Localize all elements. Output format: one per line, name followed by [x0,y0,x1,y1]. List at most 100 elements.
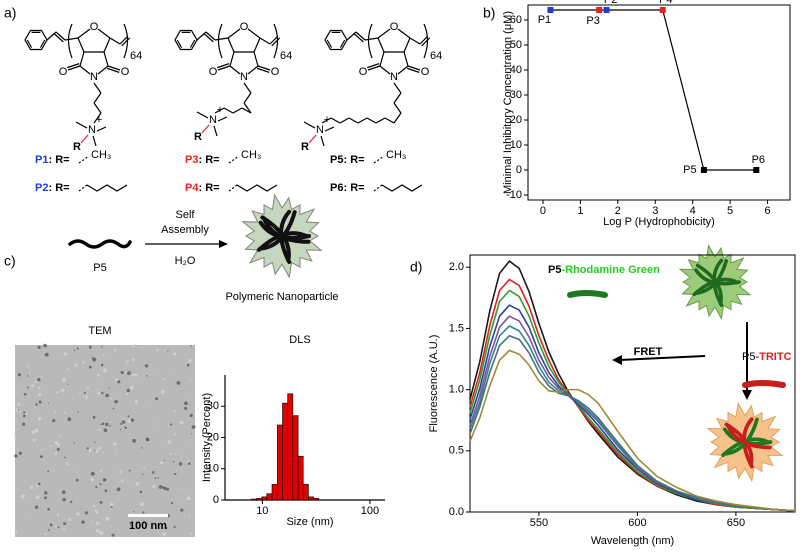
y-tick-label: 0.0 [449,506,464,518]
tem-speck [43,343,47,348]
tem-speck [90,477,94,482]
bracket [273,23,279,59]
bond [257,65,271,71]
butyl-group [86,184,128,192]
tem-title: TEM [88,325,111,337]
x-tick-label: 10 [256,505,268,517]
bond [324,126,335,132]
bond [393,82,402,94]
tem-speck [160,389,165,394]
histogram-bar [256,498,263,501]
tem-speck [16,391,19,393]
tem-speck [56,391,59,394]
arrow-head [612,355,622,365]
bond [373,155,385,164]
y-tick-label: 60 [510,14,522,26]
tem-speck [42,459,44,461]
tem-speck [35,380,38,383]
tem-speck [17,373,21,377]
tem-speck [125,371,128,373]
tem-speck [128,469,131,472]
tem-speck [54,525,58,528]
tem-speck [166,487,170,491]
degree-of-polymerization: 64 [430,50,442,62]
bond [346,31,357,41]
tem-speck [94,449,96,452]
tem-speck [124,426,127,429]
point-label: P2 [604,0,617,6]
donor-strand [567,290,608,298]
polymer-name: P6 [330,182,343,194]
tem-speck [60,388,65,392]
tem-speck [132,358,135,362]
bond [176,39,183,48]
tem-speck [108,387,110,389]
tem-speck [33,439,36,442]
tem-speck [67,417,72,422]
bond [93,112,102,124]
tem-speck [76,465,78,467]
tem-speck [54,411,57,414]
r-equals: : R= [198,182,219,194]
tem-speck [126,371,131,375]
tem-speck [63,352,67,356]
tem-speck [56,447,60,451]
methyl-group: CH₃ [91,149,111,161]
y-tick-label: 10 [207,463,219,475]
bond [227,28,241,39]
histogram-bar [266,493,273,501]
bond [93,82,102,94]
bond [320,135,325,147]
bond [227,37,235,53]
y-tick-label: 30 [207,400,219,412]
tem-speck [62,377,66,382]
tem-speck [27,375,29,377]
tem-speck [25,412,28,415]
bond [326,39,333,48]
tem-speck [91,357,94,359]
tem-speck [102,478,107,482]
tem-speck [114,400,118,404]
tem-speck [48,529,50,531]
bracket [367,23,373,59]
tem-speck [14,531,18,535]
x-tick-label: 550 [530,517,548,529]
polymer-name: P1 [35,154,48,166]
tem-speck [100,424,102,426]
atom: O [59,66,68,78]
tem-speck [101,346,103,348]
bond [339,39,346,48]
bond [393,92,402,104]
bond [109,37,121,45]
tem-speck [184,401,188,406]
tem-speck [185,344,187,347]
charge: + [96,114,102,126]
bond [253,37,261,53]
acceptor-strand [742,380,786,388]
bond [243,92,252,104]
tem-speck [119,429,122,431]
bond [214,107,225,114]
tem-speck [17,403,20,406]
tem-speck [187,443,189,445]
bond [397,65,409,75]
polymer-strand [262,216,311,244]
x-tick-label: 600 [628,517,646,529]
degree-of-polymerization: 64 [130,50,142,62]
y-tick-label: 20 [207,431,219,443]
tem-speck [76,512,80,516]
charge: + [217,104,223,116]
polymer-name: P2 [35,182,48,194]
fret-label: FRET [634,346,663,358]
r-equals: : R= [343,154,364,166]
tem-speck [185,489,187,491]
tem-speck [110,506,113,508]
tem-speck [144,405,147,407]
tem-speck [31,430,36,434]
panel-label: c) [4,253,16,269]
tem-speck [132,438,137,443]
tem-speck [152,484,156,488]
bond [232,107,243,114]
bond [364,37,379,41]
degree-of-polymerization: 64 [280,50,292,62]
